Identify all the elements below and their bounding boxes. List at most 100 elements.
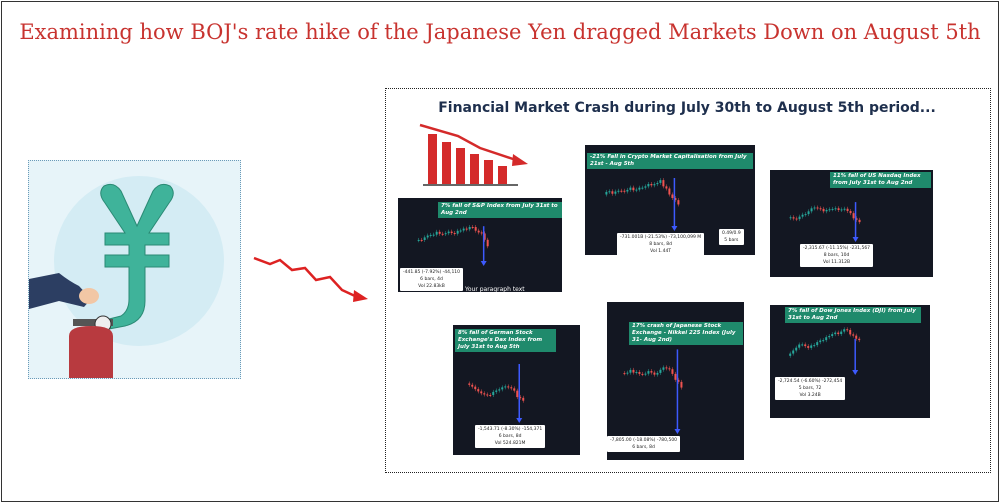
candle (662, 180, 665, 187)
candle (792, 350, 795, 354)
stat-line: 6 bars, 8d (498, 434, 522, 439)
candle (831, 334, 834, 337)
candle (647, 371, 650, 374)
candle (495, 390, 498, 392)
candle (671, 194, 674, 199)
candle (819, 208, 822, 210)
candle (668, 368, 671, 370)
candle (659, 180, 662, 183)
candle (465, 228, 468, 230)
stat-line: 5 bars, 72 (798, 386, 822, 391)
candle (644, 373, 647, 375)
caption: Your paragraph text (465, 286, 525, 293)
candle (632, 187, 635, 191)
candle (504, 386, 507, 388)
candle (798, 344, 801, 348)
extra-box: 0.49/0.9 5 bars (719, 229, 744, 245)
candle (617, 190, 620, 192)
candle (795, 218, 798, 220)
candle (522, 397, 525, 401)
candle (665, 367, 668, 369)
candle (629, 187, 632, 190)
stat-line: Vol 11.312B (823, 260, 851, 265)
stats-box: -7,805.00 (-18.08%) -780,500 6 bars, 8d (607, 436, 681, 452)
candle (843, 329, 846, 332)
stat-line: -2,315.67 (-11.15%) -231,567 (803, 246, 871, 251)
candle (825, 337, 828, 341)
stat-line: -441.85 (-7.92%) -44,110 (403, 270, 461, 275)
candle (638, 187, 641, 190)
candle (432, 234, 435, 236)
candle (846, 208, 849, 212)
candle (662, 367, 665, 370)
candle (656, 182, 659, 185)
candle (453, 233, 456, 235)
candle (510, 387, 513, 389)
candle (674, 198, 677, 201)
candle (441, 233, 444, 235)
candle (810, 345, 813, 348)
candle (477, 230, 480, 233)
candle (822, 340, 825, 342)
candle (801, 214, 804, 217)
candle (828, 336, 831, 338)
down-arrow-head (852, 370, 859, 375)
candle (813, 345, 816, 347)
candle (626, 189, 629, 192)
candle (632, 369, 635, 373)
stats-box: -441.85 (-7.92%) -44,110 6 bars, 4d Vol 22… (400, 268, 464, 291)
candle (656, 372, 659, 375)
candle (846, 329, 849, 331)
panel-heading: 7% fall of Dow Jones Index (DJI) from Ju… (785, 307, 921, 323)
candle (837, 332, 840, 335)
candle (608, 191, 611, 193)
stat-line: 6 bars, 4d (420, 277, 443, 282)
candle (474, 227, 477, 231)
candle (653, 372, 656, 375)
candle (849, 211, 852, 214)
extra-line: 5 bars (724, 238, 739, 243)
candle (477, 389, 480, 392)
candle (807, 211, 810, 215)
yen-illustration (29, 176, 224, 378)
panel-heading: -21% Fall in Crypto Market Capitalisatio… (587, 153, 753, 169)
candle (804, 344, 807, 347)
candle (674, 373, 677, 380)
stats-box: -731.001B (-21.53%) -73,100,099 M 8 bars,… (617, 233, 705, 255)
candle (444, 233, 447, 235)
candle (858, 338, 861, 341)
panel-heading: 11% fall of US Nasdaq Index from July 31… (830, 172, 931, 188)
extra-line: 0.49/0.9 (722, 231, 741, 236)
candle (486, 394, 489, 396)
chart-panel: 8% fall of German Stock Exchange's Dax I… (453, 325, 580, 455)
candle (855, 335, 858, 339)
down-arrow-head (671, 226, 678, 231)
candle (498, 389, 501, 391)
candle (456, 230, 459, 234)
candle (638, 371, 641, 374)
panel-heading: 8% fall of German Stock Exchange's Dax I… (455, 329, 556, 352)
chart-panel: 17% crash of Japanese Stock Exchange - N… (607, 302, 744, 460)
candle (629, 369, 632, 373)
down-arrow-head (516, 418, 523, 423)
candle (855, 218, 858, 220)
candle (816, 342, 819, 346)
stat-line: Vol 22.83kB (418, 284, 445, 289)
stat-line: Vol 3.24B (799, 393, 821, 398)
chart-panel: 7% fall of Dow Jones Index (DJI) from Ju… (770, 305, 930, 418)
candle (677, 379, 680, 382)
candle (789, 353, 792, 356)
subtitle: Financial Market Crash during July 30th … (438, 100, 936, 116)
candle (858, 219, 861, 223)
candle (828, 209, 831, 211)
candle (614, 191, 617, 194)
candle (623, 190, 626, 192)
candles (789, 327, 861, 375)
candle (420, 239, 423, 241)
candles (417, 224, 489, 266)
candle (840, 209, 843, 211)
falling-bars-icon (419, 123, 528, 186)
candle (635, 371, 638, 373)
candle (438, 231, 441, 234)
candle (462, 228, 465, 231)
